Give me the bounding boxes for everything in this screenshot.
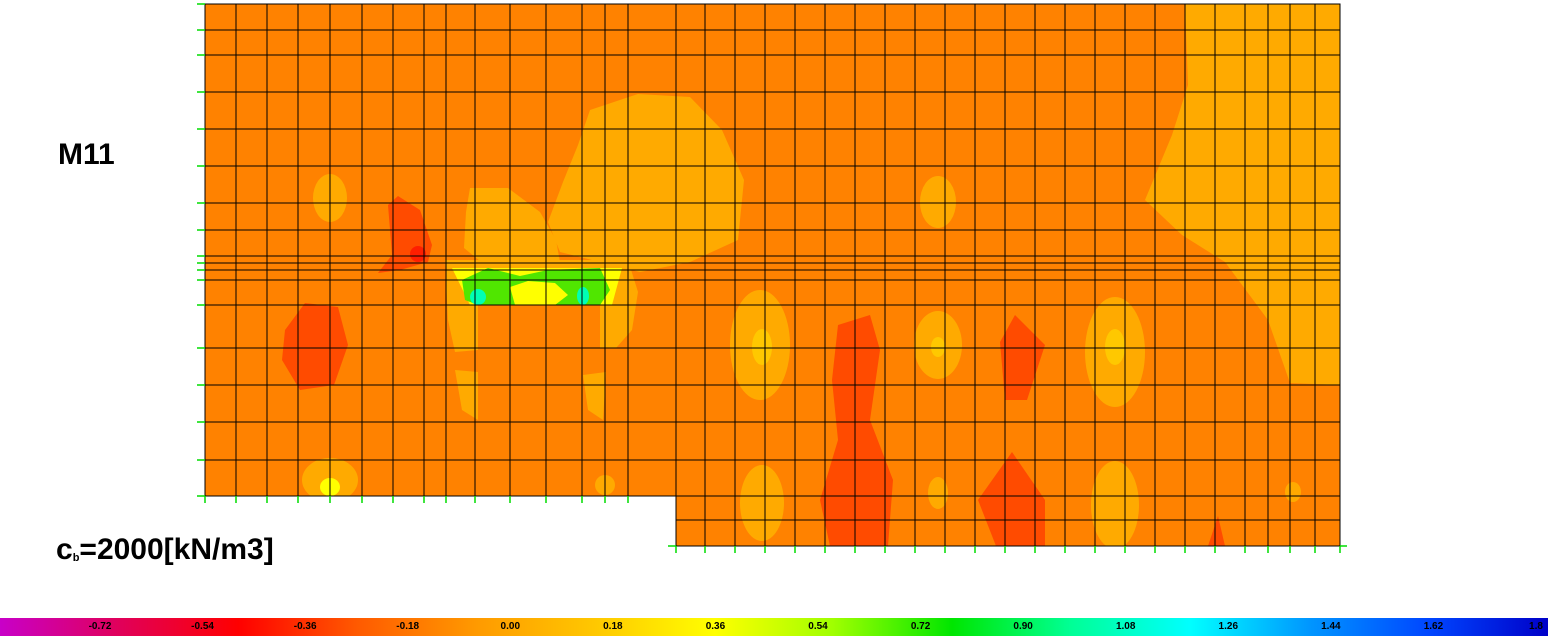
hotspot-6 xyxy=(740,465,784,541)
right-low-band-lower xyxy=(978,452,1045,546)
right-low-band-upper xyxy=(1000,315,1045,400)
result-label: M11 xyxy=(58,138,115,171)
legend-tick: 0.36 xyxy=(705,621,726,632)
legend-tick: -0.72 xyxy=(88,621,112,632)
opening-leg-left-zone xyxy=(455,370,478,420)
legend-tick: 0.54 xyxy=(808,621,828,632)
legend-bar xyxy=(0,618,1548,636)
legend-tick: 0.90 xyxy=(1013,621,1033,632)
peak-right xyxy=(577,287,589,305)
bottom-low-spike xyxy=(1208,516,1225,546)
base-zone xyxy=(205,4,1340,546)
legend-tick: -0.18 xyxy=(396,621,420,632)
hotspot-7 xyxy=(1091,461,1139,546)
contour-fill xyxy=(205,4,1340,546)
peak-left xyxy=(470,289,486,305)
center-low-band xyxy=(820,315,893,546)
opening-leg-right-zone xyxy=(583,372,606,420)
formula-value: =2000[kN/m3] xyxy=(79,533,274,566)
subgrade-modulus-label: cb=2000[kN/m3] xyxy=(56,533,274,567)
formula-main: c xyxy=(56,533,73,566)
opening-yellow-center xyxy=(510,281,568,305)
legend-tick: 1.26 xyxy=(1218,621,1239,632)
core-2 xyxy=(931,337,945,357)
color-legend: -0.72 -0.54 -0.36 -0.18 0.00 0.18 0.36 0.54 0.72… xyxy=(0,618,1548,636)
boundary-springs xyxy=(197,3,1347,553)
formula-subscript: b xyxy=(72,552,80,564)
legend-tick: -0.54 xyxy=(191,621,214,632)
legend-tick: 1.08 xyxy=(1115,621,1136,632)
opening-top-light-zone xyxy=(464,188,560,266)
legend-tick: 1.62 xyxy=(1423,621,1444,632)
legend-tick: 0.00 xyxy=(500,621,521,632)
hotspot-2 xyxy=(920,176,956,228)
contour-plot xyxy=(197,3,1347,553)
corner-peak xyxy=(410,246,426,262)
hotspot-8 xyxy=(928,477,948,509)
finite-element-mesh xyxy=(205,4,1340,546)
core-3 xyxy=(1105,329,1125,365)
upper-right-light-zone xyxy=(1145,4,1340,385)
legend-tick: 0.18 xyxy=(603,621,623,632)
core-1 xyxy=(752,329,772,365)
upper-center-light-zone xyxy=(548,94,744,272)
legend-tick: 0.72 xyxy=(910,621,931,632)
hotspot-10 xyxy=(1285,482,1301,502)
legend-tick: 1.44 xyxy=(1321,621,1341,632)
legend-tick: -0.36 xyxy=(293,621,317,632)
legend-tick: 1.8 xyxy=(1529,621,1543,632)
